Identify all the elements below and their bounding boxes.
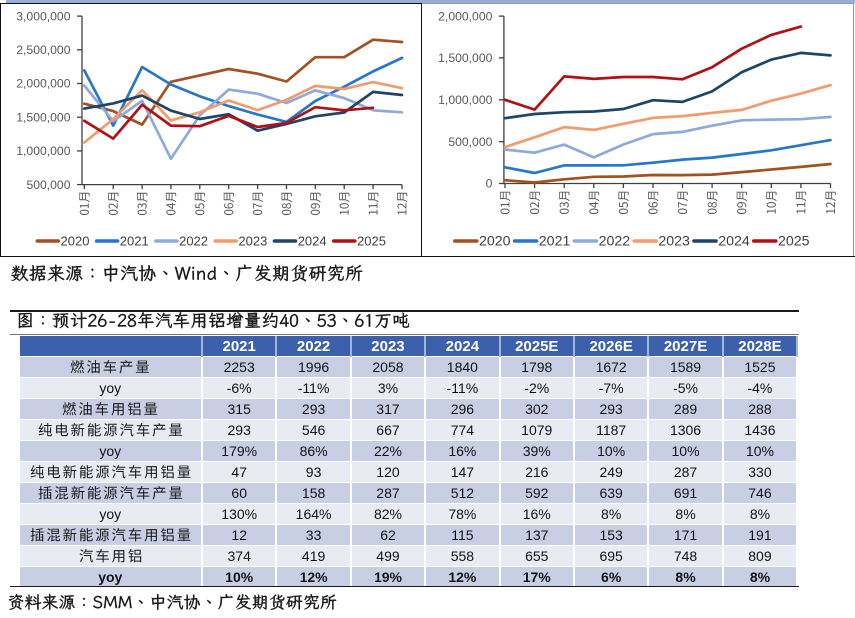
svg-text:2025: 2025 bbox=[357, 234, 386, 249]
svg-text:0: 0 bbox=[486, 177, 493, 191]
svg-text:2024: 2024 bbox=[298, 234, 327, 249]
svg-text:2025: 2025 bbox=[778, 234, 810, 250]
svg-text:2020: 2020 bbox=[61, 234, 90, 249]
svg-text:2023: 2023 bbox=[238, 234, 267, 249]
svg-text:500,000: 500,000 bbox=[26, 178, 70, 192]
svg-text:2021: 2021 bbox=[120, 234, 149, 249]
svg-text:2021: 2021 bbox=[539, 234, 571, 250]
svg-text:2023: 2023 bbox=[658, 234, 690, 250]
svg-text:2022: 2022 bbox=[599, 234, 631, 250]
svg-text:2,500,000: 2,500,000 bbox=[16, 43, 70, 57]
svg-text:2022: 2022 bbox=[179, 234, 208, 249]
svg-text:1,500,000: 1,500,000 bbox=[16, 110, 70, 124]
svg-text:1,000,000: 1,000,000 bbox=[438, 93, 492, 107]
svg-text:500,000: 500,000 bbox=[448, 135, 492, 149]
svg-text:2020: 2020 bbox=[479, 234, 511, 250]
svg-text:3,000,000: 3,000,000 bbox=[16, 9, 70, 23]
svg-text:1,500,000: 1,500,000 bbox=[438, 51, 492, 65]
svg-text:2,000,000: 2,000,000 bbox=[438, 9, 492, 23]
svg-text:2,000,000: 2,000,000 bbox=[16, 77, 70, 91]
svg-text:2024: 2024 bbox=[718, 234, 750, 250]
svg-text:1,000,000: 1,000,000 bbox=[16, 144, 70, 158]
